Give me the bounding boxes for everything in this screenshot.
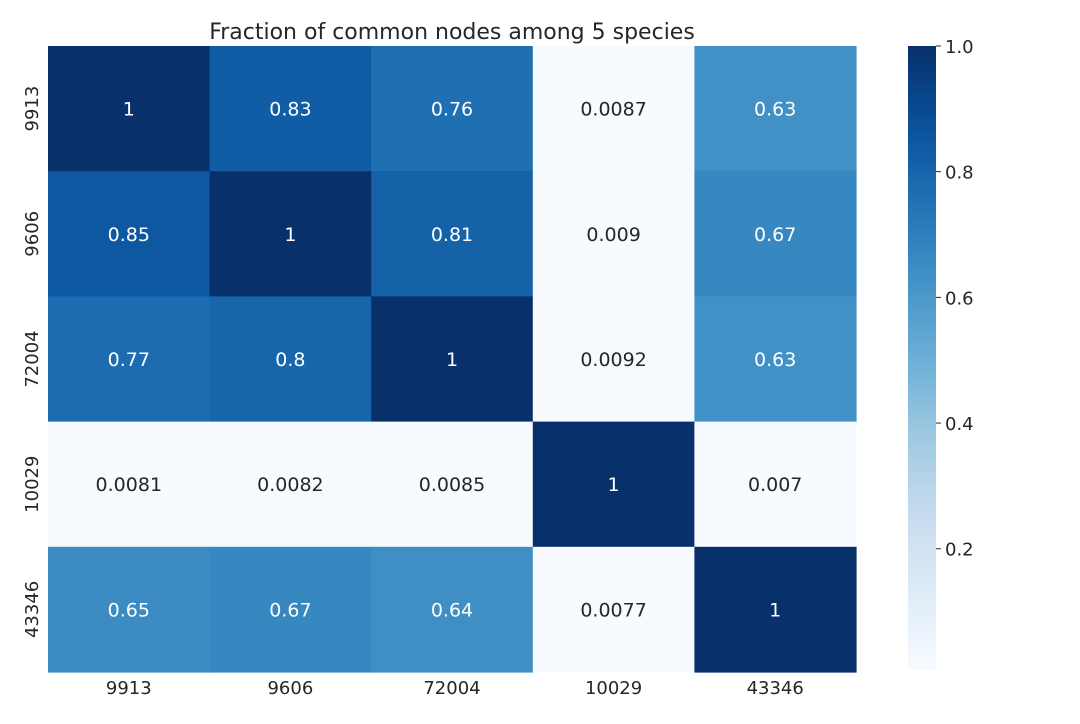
cell-value-label: 1 bbox=[608, 474, 620, 496]
cell-value-label: 0.67 bbox=[754, 224, 796, 246]
cell-value-label: 0.63 bbox=[754, 349, 796, 371]
y-tick-label: 9606 bbox=[22, 211, 43, 257]
cell-value-label: 0.83 bbox=[269, 99, 311, 121]
heatmap-cell bbox=[209, 171, 372, 297]
cell-value-label: 0.009 bbox=[586, 224, 640, 246]
x-tick-label: 72004 bbox=[423, 678, 480, 699]
heatmap-cell bbox=[694, 296, 857, 423]
y-tick-label: 43346 bbox=[22, 581, 43, 638]
heatmap-cell bbox=[209, 46, 372, 172]
y-tick-label: 72004 bbox=[22, 330, 43, 387]
cell-value-label: 0.007 bbox=[748, 474, 802, 496]
cell-value-label: 0.81 bbox=[431, 224, 473, 246]
cell-value-label: 1 bbox=[769, 599, 781, 621]
chart-title: Fraction of common nodes among 5 species bbox=[209, 20, 695, 45]
cell-value-label: 1 bbox=[446, 349, 458, 371]
heatmap-cell bbox=[371, 296, 534, 423]
y-tick-label: 9913 bbox=[22, 86, 43, 132]
cell-value-label: 0.77 bbox=[108, 349, 150, 371]
colorbar-tick-label: 0.4 bbox=[945, 414, 974, 435]
x-tick-label: 9913 bbox=[106, 678, 152, 699]
heatmap-cell bbox=[209, 421, 372, 548]
heatmap-cell bbox=[209, 546, 372, 673]
x-tick-label: 43346 bbox=[747, 678, 804, 699]
cell-value-label: 1 bbox=[123, 99, 135, 121]
colorbar-tick-label: 1.0 bbox=[945, 37, 974, 58]
heatmap-cell bbox=[694, 421, 857, 548]
heatmap-cell bbox=[694, 546, 857, 673]
cell-value-label: 0.85 bbox=[108, 224, 150, 246]
colorbar: 0.2 0.4 0.6 0.8 1.0 bbox=[908, 37, 974, 670]
cell-value-label: 0.64 bbox=[431, 599, 473, 621]
heatmap-cell bbox=[532, 46, 695, 172]
heatmap-cell bbox=[371, 46, 534, 172]
y-axis-tick-labels: 9913 9606 72004 10029 43346 bbox=[22, 86, 43, 638]
cell-value-label: 0.8 bbox=[275, 349, 305, 371]
heatmap-cell bbox=[48, 421, 211, 548]
heatmap-cells bbox=[48, 46, 857, 673]
heatmap-cell bbox=[48, 171, 211, 297]
heatmap-cell bbox=[532, 546, 695, 673]
x-tick-label: 9606 bbox=[267, 678, 313, 699]
cell-value-label: 0.0092 bbox=[580, 349, 646, 371]
y-tick-label: 10029 bbox=[22, 456, 43, 513]
heatmap-cell bbox=[48, 546, 211, 673]
heatmap-cell bbox=[371, 171, 534, 297]
colorbar-tick-label: 0.6 bbox=[945, 288, 974, 309]
cell-value-label: 0.0082 bbox=[257, 474, 323, 496]
heatmap-cell bbox=[371, 421, 534, 548]
heatmap-cell bbox=[209, 296, 372, 423]
cell-value-label: 0.0087 bbox=[580, 99, 646, 121]
cell-value-label: 0.0081 bbox=[96, 474, 162, 496]
x-tick-label: 10029 bbox=[585, 678, 642, 699]
heatmap-cell bbox=[532, 296, 695, 423]
cell-value-label: 0.67 bbox=[269, 599, 311, 621]
cell-value-label: 1 bbox=[284, 224, 296, 246]
colorbar-tick-label: 0.2 bbox=[945, 540, 974, 561]
colorbar-tick-label: 0.8 bbox=[945, 163, 974, 184]
heatmap-cell bbox=[48, 296, 211, 423]
heatmap-cell bbox=[694, 171, 857, 297]
cell-value-label: 0.0085 bbox=[419, 474, 485, 496]
heatmap-cell-labels: 1 0.83 0.76 0.0087 0.630.85 1 0.81 0.009 0.670.7… bbox=[96, 99, 803, 622]
heatmap-cell bbox=[48, 46, 211, 172]
cell-value-label: 0.63 bbox=[754, 99, 796, 121]
heatmap-cell bbox=[371, 546, 534, 673]
heatmap-cell bbox=[532, 171, 695, 297]
x-axis-tick-labels: 9913 9606 72004 10029 43346 bbox=[106, 678, 804, 699]
heatmap-cell bbox=[532, 421, 695, 548]
cell-value-label: 0.76 bbox=[431, 99, 473, 121]
cell-value-label: 0.0077 bbox=[580, 599, 646, 621]
colorbar-gradient bbox=[908, 46, 936, 670]
cell-value-label: 0.65 bbox=[108, 599, 150, 621]
heatmap-cell bbox=[694, 46, 857, 172]
